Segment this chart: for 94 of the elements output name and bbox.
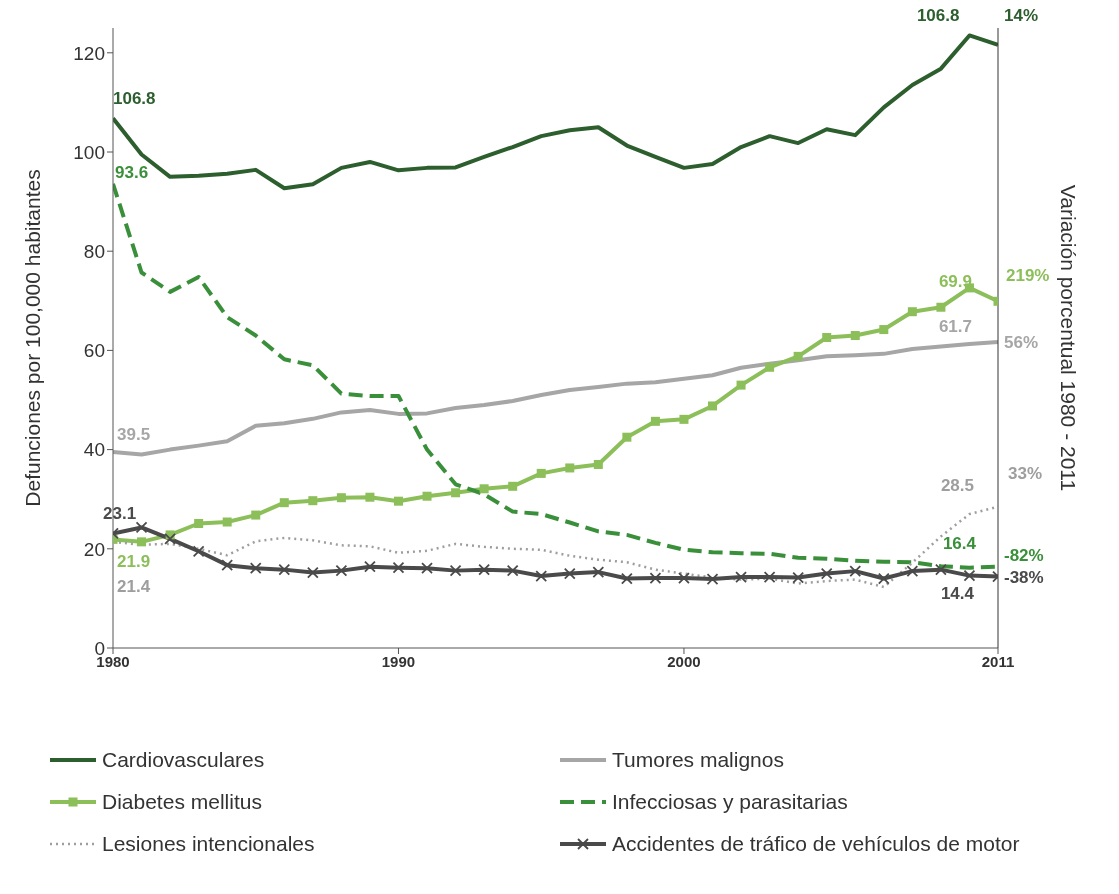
point: [620, 572, 633, 585]
point: [508, 481, 518, 491]
point: [306, 566, 319, 579]
point: [822, 333, 832, 342]
point: [251, 510, 261, 520]
point: [678, 572, 690, 584]
point: [850, 331, 860, 341]
annotation: 106.8: [113, 89, 156, 109]
point: [593, 459, 603, 469]
point: [622, 432, 632, 442]
legend-label: Infecciosas y parasitarias: [612, 790, 848, 814]
point: [364, 560, 376, 573]
point: [422, 491, 432, 501]
annotation: 16.4: [942, 533, 977, 553]
annotation: 23.1: [103, 504, 137, 524]
legend-label: Cardiovasculares: [102, 748, 265, 772]
y-tick-label: 80: [83, 240, 105, 262]
y-axis-title: Defunciones por 100,000 habitantes: [21, 169, 45, 507]
y-tick-label: 100: [73, 141, 105, 163]
point: [563, 567, 576, 580]
y-tick-label: 20: [83, 538, 105, 560]
point: [736, 380, 746, 390]
point: [222, 517, 232, 527]
point: [906, 565, 919, 578]
point: [192, 545, 205, 558]
point: [135, 521, 148, 534]
annotation: 14%: [1004, 5, 1039, 25]
annotation: 219%: [1006, 266, 1050, 286]
point: [793, 351, 803, 361]
point: [194, 519, 204, 528]
x-tick-label: 2000: [667, 652, 701, 670]
point: [137, 537, 147, 547]
point: [820, 567, 833, 580]
point: [506, 564, 519, 577]
point: [679, 414, 689, 424]
point: [763, 571, 776, 583]
point: [565, 463, 575, 473]
point: [279, 498, 289, 508]
point: [164, 532, 176, 545]
legend-label: Tumores malignos: [612, 748, 784, 772]
point: [650, 416, 660, 426]
annotation: 28.5: [940, 475, 974, 495]
point: [936, 302, 946, 312]
point: [308, 496, 318, 506]
annotation: 33%: [1008, 463, 1043, 483]
point: [708, 401, 718, 411]
annotation: 61.7: [938, 316, 972, 336]
legend-label: Diabetes mellitus: [102, 790, 262, 814]
point: [393, 496, 403, 506]
point: [336, 493, 346, 503]
line-series: [113, 33, 998, 191]
annotation: 56%: [1004, 332, 1039, 352]
point: [907, 307, 917, 317]
point: [449, 564, 462, 577]
y-tick-label: 60: [83, 340, 105, 362]
point: [963, 569, 976, 582]
point: [877, 572, 890, 585]
x-tick-label: 1990: [381, 652, 416, 670]
annotation: 21.4: [117, 576, 151, 596]
y-tick-label: 40: [83, 439, 105, 461]
point: [392, 561, 405, 574]
point: [278, 563, 291, 576]
y-tick-label: 120: [73, 42, 105, 64]
legend-label: Accidentes de tráfico de vehículos de motor: [612, 832, 1020, 856]
point: [706, 573, 719, 585]
point: [221, 559, 234, 572]
point: [421, 562, 433, 575]
annotation: 106.8: [916, 6, 960, 26]
x-tick-label: 2011: [981, 652, 1015, 670]
point: [592, 566, 605, 579]
line-series: [113, 339, 998, 457]
legend-label: Lesiones intencionales: [102, 832, 315, 856]
annotation: -82%: [1004, 545, 1044, 565]
point: [792, 571, 805, 584]
point: [649, 572, 662, 584]
point: [879, 325, 889, 335]
annotation: 14.4: [940, 583, 975, 603]
point: [479, 484, 489, 494]
point: [849, 565, 862, 578]
point: [935, 563, 947, 576]
point: [535, 570, 548, 582]
point: [365, 492, 375, 502]
point: [335, 564, 348, 577]
annotation: 39.5: [117, 425, 151, 445]
y2-axis-title: Variación porcentual 1980 - 2011: [1056, 184, 1080, 492]
annotation: 93.6: [115, 162, 149, 182]
point: [249, 562, 262, 575]
annotation: 21.9: [117, 552, 151, 572]
point: [451, 488, 461, 498]
annotation: -38%: [1004, 567, 1044, 587]
point: [478, 563, 491, 576]
point: [536, 468, 546, 478]
point: [735, 571, 747, 583]
point: [765, 362, 775, 372]
